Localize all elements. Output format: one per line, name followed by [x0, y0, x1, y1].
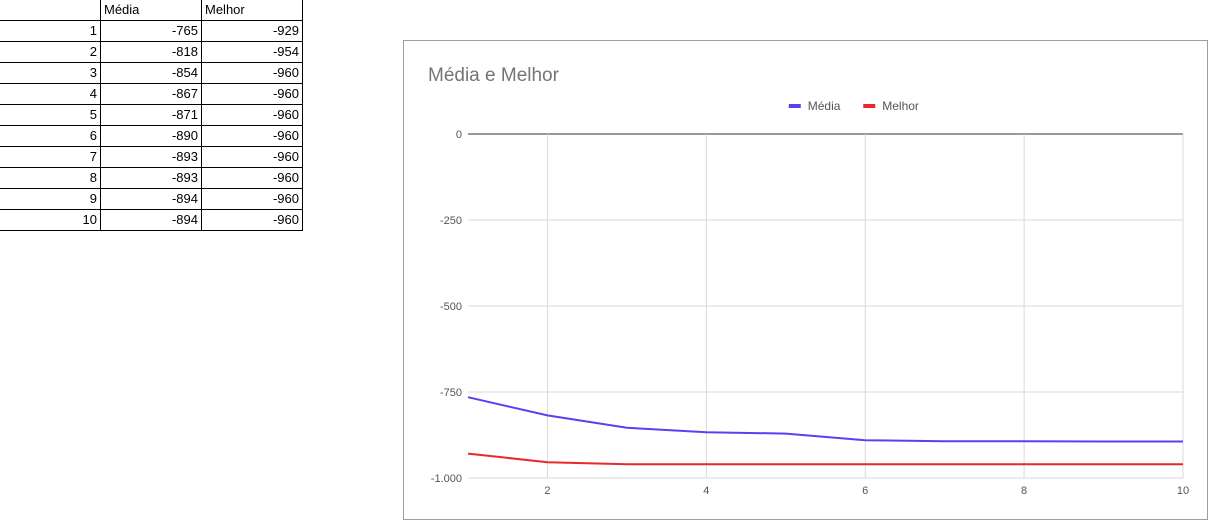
legend-item[interactable]: Média: [788, 99, 841, 113]
table-cell[interactable]: -893: [100, 146, 202, 168]
column-header[interactable]: [0, 0, 101, 21]
legend-item[interactable]: Melhor: [863, 99, 919, 113]
data-point[interactable]: [704, 430, 709, 435]
series-line-melhor[interactable]: [467, 452, 1183, 466]
x-tick-label: 8: [1021, 485, 1027, 497]
table-cell[interactable]: -960: [201, 209, 303, 231]
line-chart[interactable]: Média e Melhor 0 -250 -500 -750 -1.000 2 4 6 8 10…: [403, 40, 1208, 520]
y-tick-label: -750: [440, 387, 462, 399]
table-cell[interactable]: -960: [201, 146, 303, 168]
table-cell[interactable]: -765: [100, 20, 202, 42]
data-point[interactable]: [863, 438, 868, 443]
table-cell[interactable]: 7: [0, 146, 101, 168]
table-cell[interactable]: -929: [201, 20, 303, 42]
data-point[interactable]: [1022, 439, 1027, 444]
chart-canvas: Média e Melhor 0 -250 -500 -750 -1.000 2 4 6 8 10…: [428, 65, 1189, 497]
table-cell[interactable]: 3: [0, 62, 101, 84]
table-row: 1 -765 -929: [0, 20, 303, 42]
table-cell[interactable]: 5: [0, 104, 101, 126]
data-point[interactable]: [624, 425, 629, 430]
table-row: 8 -893 -960: [0, 167, 303, 189]
y-tick-label: -500: [440, 301, 462, 313]
column-header[interactable]: Média: [100, 0, 202, 21]
table-cell[interactable]: -854: [100, 62, 202, 84]
table-cell[interactable]: -960: [201, 125, 303, 147]
table-row: 7 -893 -960: [0, 146, 303, 168]
table-cell[interactable]: 1: [0, 20, 101, 42]
data-point[interactable]: [863, 462, 868, 467]
table-row: 5 -871 -960: [0, 104, 303, 126]
data-point[interactable]: [1181, 462, 1186, 467]
data-point[interactable]: [942, 462, 947, 467]
x-tick-label: 4: [703, 485, 709, 497]
table-cell[interactable]: -954: [201, 41, 303, 63]
legend-swatch: [788, 104, 801, 108]
data-point[interactable]: [624, 462, 629, 467]
table-cell[interactable]: 2: [0, 41, 101, 63]
table-cell[interactable]: 6: [0, 125, 101, 147]
data-point[interactable]: [783, 431, 788, 436]
table-cell[interactable]: -960: [201, 188, 303, 210]
table-row: 9 -894 -960: [0, 188, 303, 210]
data-point[interactable]: [466, 395, 471, 400]
y-tick-label: -250: [440, 215, 462, 227]
legend-swatch: [863, 104, 876, 108]
y-tick-label: -1.000: [431, 473, 462, 485]
data-point[interactable]: [1022, 462, 1027, 467]
data-point[interactable]: [466, 451, 471, 456]
y-tick-label: 0: [456, 129, 462, 141]
table-cell[interactable]: -893: [100, 167, 202, 189]
column-header[interactable]: Melhor: [201, 0, 303, 21]
table-cell[interactable]: -818: [100, 41, 202, 63]
table-row: 10 -894 -960: [0, 209, 303, 231]
table-cell[interactable]: -867: [100, 83, 202, 105]
data-point[interactable]: [1101, 439, 1106, 444]
series-line-media[interactable]: [467, 396, 1183, 443]
x-tick-label: 2: [544, 485, 550, 497]
data-table: Média Melhor 1 -765 -929 2 -818 -954 3 -854 -960 4-…: [0, 0, 303, 231]
table-cell[interactable]: -894: [100, 188, 202, 210]
data-point[interactable]: [1101, 462, 1106, 467]
data-point[interactable]: [942, 439, 947, 444]
table-cell[interactable]: 9: [0, 188, 101, 210]
table-cell[interactable]: -960: [201, 167, 303, 189]
data-point[interactable]: [1181, 439, 1186, 444]
x-tick-label: 6: [862, 485, 868, 497]
table-row: 2 -818 -954: [0, 41, 303, 63]
x-tick-label: 10: [1177, 485, 1189, 497]
legend-label: Média: [808, 99, 841, 113]
table-cell[interactable]: -894: [100, 209, 202, 231]
data-point[interactable]: [545, 413, 550, 418]
table-cell[interactable]: 4: [0, 83, 101, 105]
table-cell[interactable]: -871: [100, 104, 202, 126]
data-point[interactable]: [783, 462, 788, 467]
table-cell[interactable]: 8: [0, 167, 101, 189]
table-row: 4 -867 -960: [0, 83, 303, 105]
table-row: 6 -890 -960: [0, 125, 303, 147]
chart-title: Média e Melhor: [428, 65, 560, 86]
table-cell[interactable]: -960: [201, 62, 303, 84]
table-cell[interactable]: -960: [201, 83, 303, 105]
legend-label: Melhor: [882, 99, 919, 113]
table-row: 3 -854 -960: [0, 62, 303, 84]
table-cell[interactable]: -960: [201, 104, 303, 126]
table-cell[interactable]: 10: [0, 209, 101, 231]
table-cell[interactable]: -890: [100, 125, 202, 147]
data-point[interactable]: [704, 462, 709, 467]
data-point[interactable]: [545, 460, 550, 465]
table-header-row: Média Melhor: [0, 0, 303, 21]
